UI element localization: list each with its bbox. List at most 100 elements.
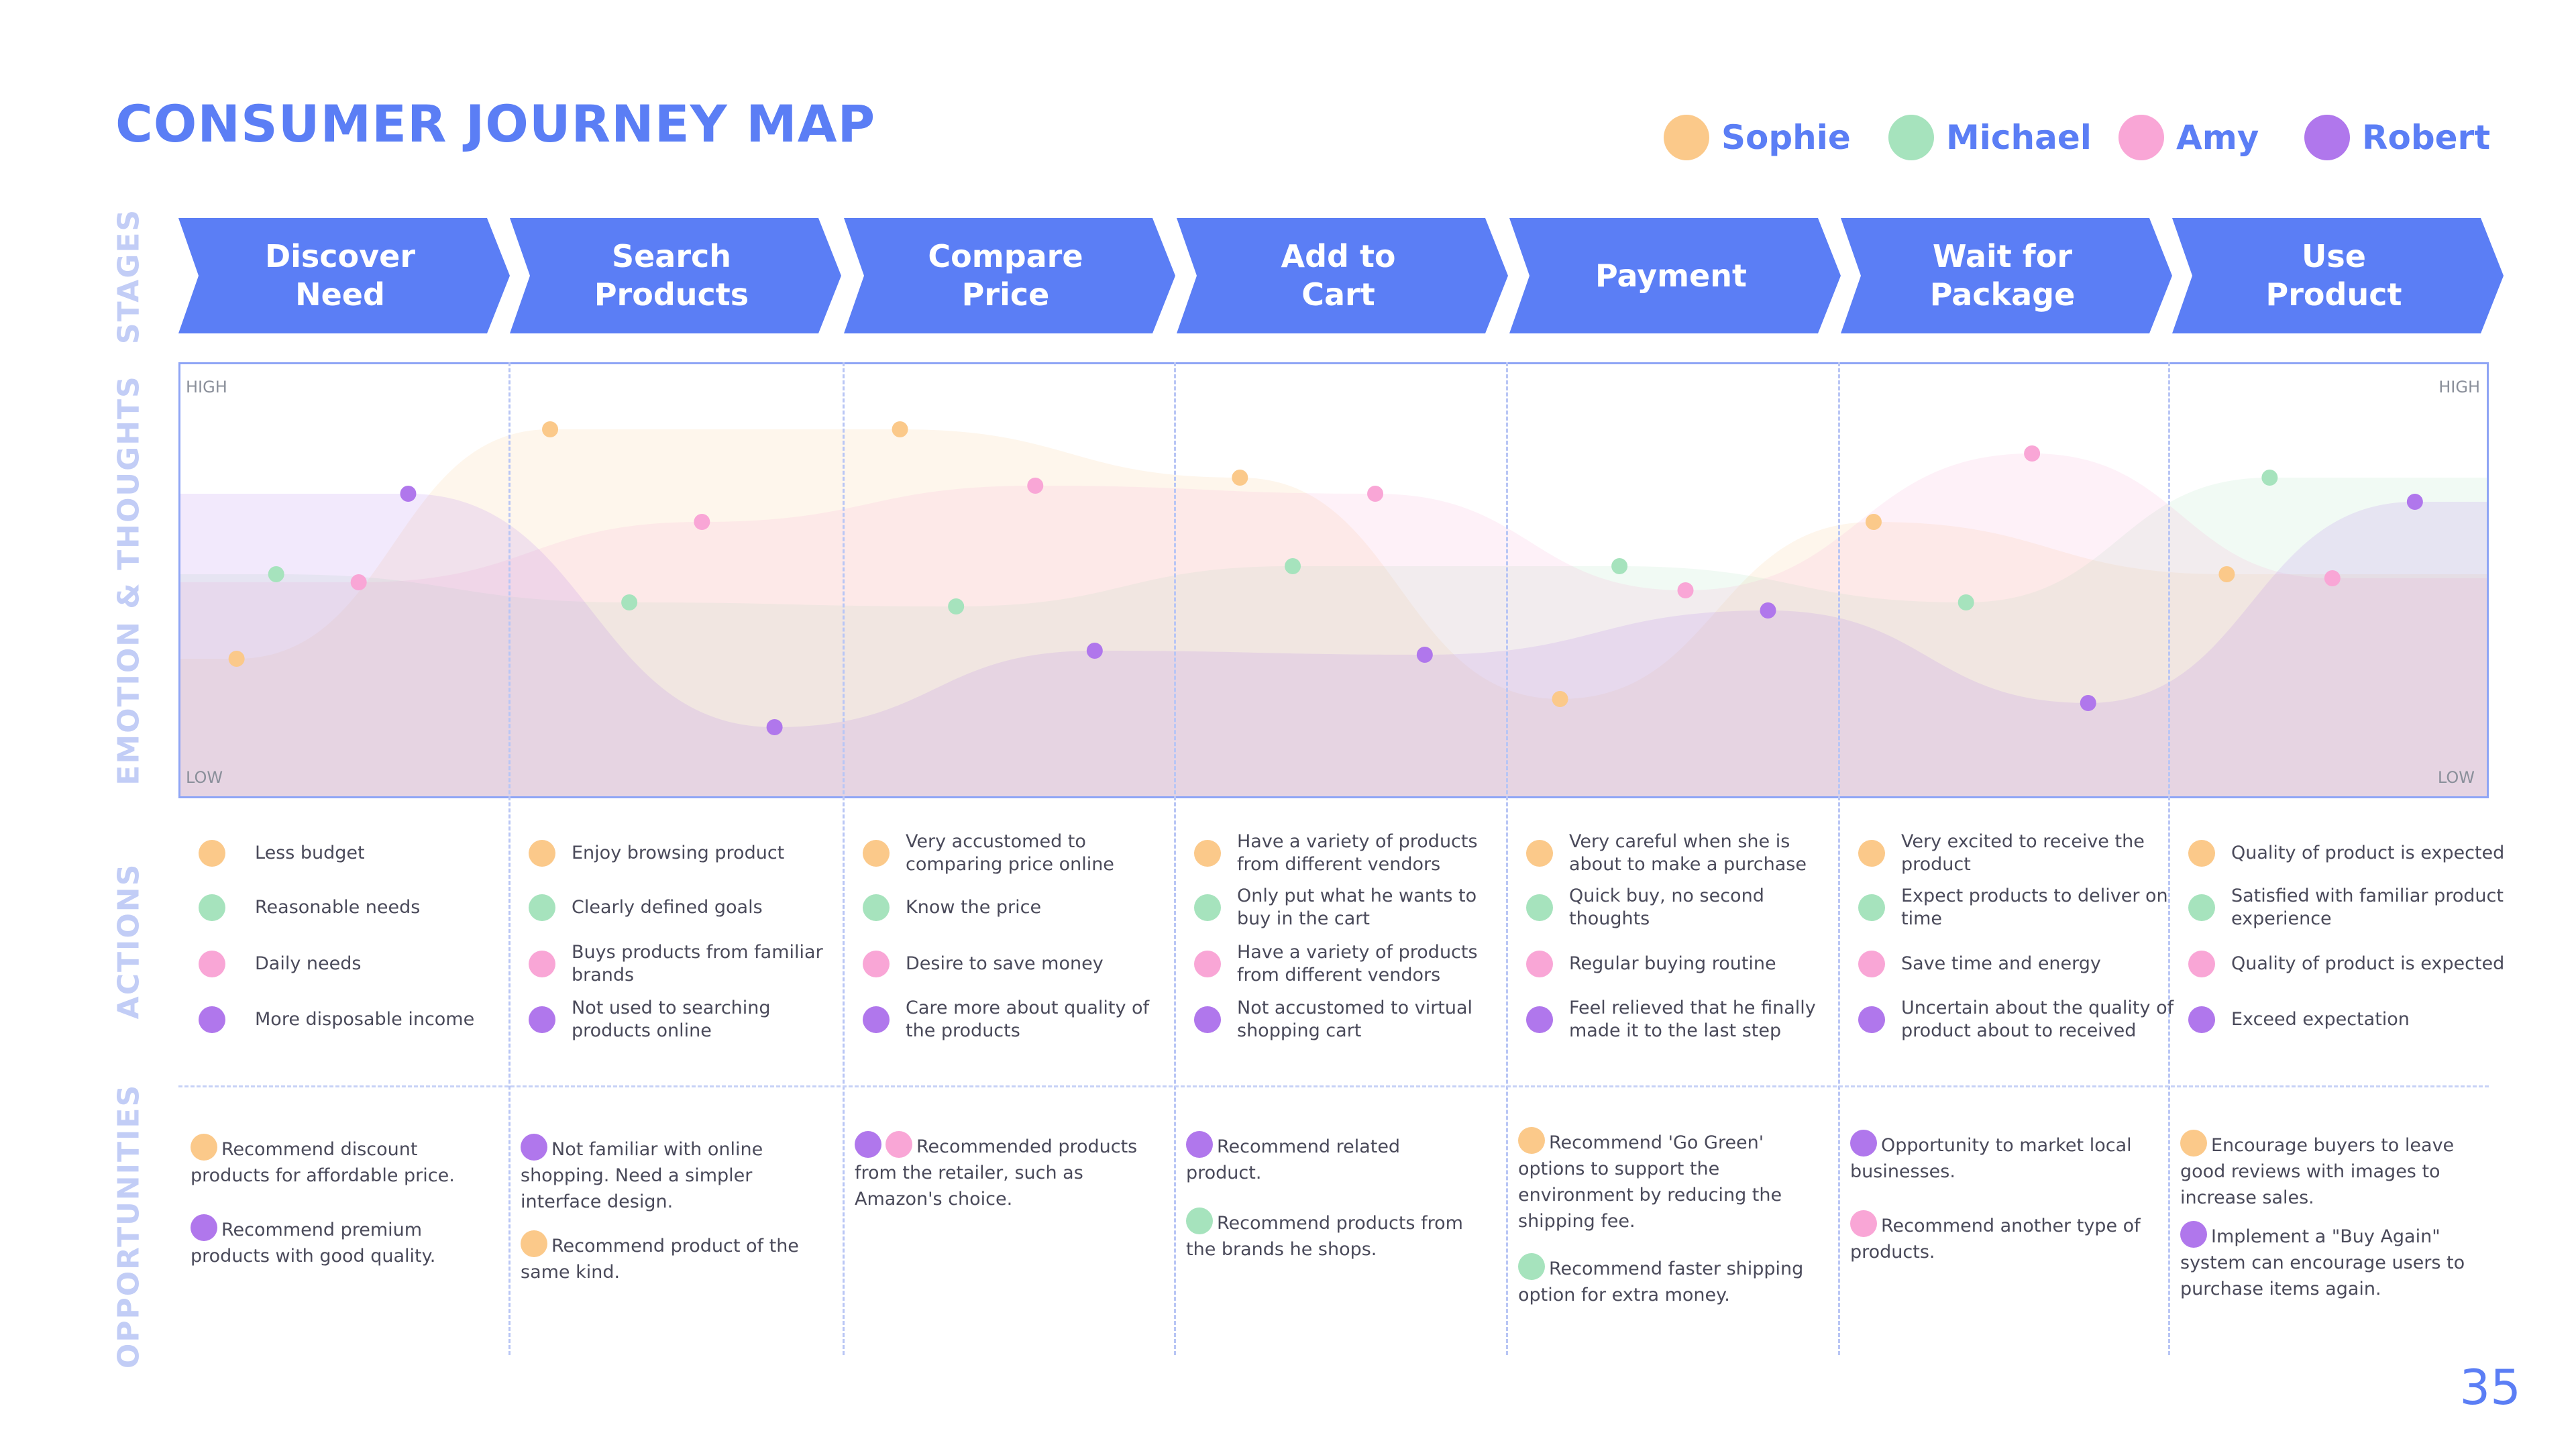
legend-swatch-amy: [2118, 115, 2164, 160]
column-divider: [1838, 362, 1840, 1355]
action-item: Very excited to receive the product: [1858, 830, 2176, 877]
persona-dot-sophie: [863, 840, 890, 867]
emotion-area-michael: [180, 478, 2487, 796]
legend-label: Michael: [1946, 118, 2092, 157]
action-item: More disposable income: [199, 996, 530, 1043]
opportunity-text: Encourage buyers to leave good reviews w…: [2180, 1135, 2455, 1208]
persona-legend: Sophie Michael Amy Robert: [1664, 111, 2496, 164]
action-item: Know the price: [863, 884, 1181, 931]
stage-chevron: Discover Need: [178, 218, 510, 333]
persona-dot-amy: [1858, 951, 1885, 977]
emotion-point-michael: [948, 598, 965, 614]
chevron-shape: [1509, 218, 1841, 333]
action-text: Buys products from familiar brands: [572, 942, 823, 985]
legend-item-robert: Robert: [2304, 111, 2490, 164]
persona-dot-robert: [2180, 1221, 2207, 1248]
emotion-point-michael: [1611, 558, 1628, 574]
action-item: Enjoy browsing product: [529, 830, 847, 877]
stage-chevron: Compare Price: [844, 218, 1175, 333]
action-text: Have a variety of products from differen…: [1237, 942, 1478, 985]
emotion-point-sophie: [892, 421, 908, 437]
emotion-point-robert: [2080, 695, 2096, 711]
action-text: Quality of product is expected: [2231, 843, 2505, 863]
column-divider: [1174, 362, 1176, 1355]
persona-dot-robert: [1186, 1131, 1213, 1158]
emotion-point-robert: [1760, 602, 1776, 619]
column-divider: [1506, 362, 1508, 1355]
action-item: Quality of product is expected: [2188, 941, 2506, 987]
chevron-shape: [178, 218, 510, 333]
stage-label: Discover Need: [264, 238, 416, 313]
opportunity-text: Recommend another type of products.: [1850, 1216, 2141, 1263]
action-item: Quality of product is expected: [2188, 830, 2506, 877]
action-text: Care more about quality of the products: [906, 998, 1150, 1041]
action-item: Satisfied with familiar product experien…: [2188, 884, 2506, 931]
stage-chevron: Wait for Package: [1841, 218, 2172, 333]
opportunity-item: Recommend premium products with good qua…: [191, 1214, 486, 1269]
persona-dot-michael: [1518, 1253, 1545, 1280]
action-item: Reasonable needs: [199, 884, 530, 931]
action-text: Not used to searching products online: [572, 998, 771, 1041]
emotion-point-amy: [1677, 582, 1694, 598]
section-label-stages: STAGES: [111, 208, 146, 345]
emotion-point-sophie: [1865, 514, 1882, 530]
action-text: Desire to save money: [906, 953, 1104, 974]
persona-dot-michael: [863, 894, 890, 921]
opportunity-item: Recommended products from the retailer, …: [855, 1131, 1150, 1212]
persona-dot-robert: [1850, 1130, 1877, 1157]
opportunity-text: Recommended products from the retailer, …: [855, 1136, 1138, 1210]
opportunity-text: Opportunity to market local businesses.: [1850, 1135, 2132, 1182]
stage-label: Compare Price: [928, 238, 1083, 313]
action-text: Daily needs: [255, 953, 362, 974]
chevron-shape: [2172, 218, 2504, 333]
emotion-point-michael: [268, 566, 284, 582]
opportunity-text: Recommend discount products for affordab…: [191, 1139, 455, 1186]
column-divider: [508, 362, 511, 1355]
persona-dot-amy: [1526, 951, 1553, 977]
action-text: Uncertain about the quality of product a…: [1901, 998, 2174, 1041]
column-divider: [2168, 362, 2170, 1355]
persona-dot-sophie: [2180, 1130, 2207, 1157]
persona-dot-michael: [1526, 894, 1553, 921]
opportunity-text: Recommend 'Go Green' options to support …: [1518, 1132, 1782, 1232]
chevron-fill: [844, 218, 1175, 333]
legend-label: Sophie: [1721, 118, 1851, 157]
stage-label: Payment: [1595, 257, 1747, 294]
action-item: Expect products to deliver on time: [1858, 884, 2176, 931]
action-text: Clearly defined goals: [572, 897, 763, 918]
section-label-opportunities: OPPORTUNITIES: [111, 1083, 146, 1369]
action-text: Very accustomed to comparing price onlin…: [906, 831, 1114, 875]
persona-dot-sophie: [2188, 840, 2215, 867]
persona-dot-amy: [1850, 1210, 1877, 1237]
persona-dot-sophie: [1518, 1127, 1545, 1154]
persona-dot-sophie: [521, 1230, 547, 1257]
legend-item-michael: Michael: [1888, 111, 2092, 164]
persona-dot-sophie: [1526, 840, 1553, 867]
emotion-point-amy: [1367, 486, 1384, 502]
emotion-point-amy: [694, 514, 710, 530]
action-item: Feel relieved that he finally made it to…: [1526, 996, 1844, 1043]
action-text: Quality of product is expected: [2231, 953, 2505, 974]
action-text: Have a variety of products from differen…: [1237, 831, 1478, 875]
persona-dot-amy: [2188, 951, 2215, 977]
legend-item-sophie: Sophie: [1664, 111, 1851, 164]
action-item: Uncertain about the quality of product a…: [1858, 996, 2176, 1043]
legend-swatch-michael: [1888, 115, 1934, 160]
opportunity-text: Recommend premium products with good qua…: [191, 1220, 436, 1267]
emotion-point-sophie: [228, 651, 245, 667]
persona-dot-michael: [1858, 894, 1885, 921]
emotion-point-sophie: [1232, 470, 1248, 486]
emotion-point-amy: [2024, 445, 2041, 462]
persona-dot-robert: [863, 1006, 890, 1033]
opportunity-text: Recommend faster shipping option for ext…: [1518, 1258, 1804, 1305]
persona-dot-robert: [1526, 1006, 1553, 1033]
stage-label: Search Products: [594, 238, 749, 313]
legend-label: Robert: [2362, 118, 2491, 157]
persona-dot-robert: [2188, 1006, 2215, 1033]
page-title: CONSUMER JOURNEY MAP: [115, 94, 876, 154]
emotion-point-robert: [1416, 647, 1433, 663]
legend-swatch-robert: [2304, 115, 2350, 160]
action-item: Only put what he wants to buy in the car…: [1194, 884, 1512, 931]
action-item: Care more about quality of the products: [863, 996, 1181, 1043]
opportunity-item: Recommend product of the same kind.: [521, 1230, 816, 1285]
